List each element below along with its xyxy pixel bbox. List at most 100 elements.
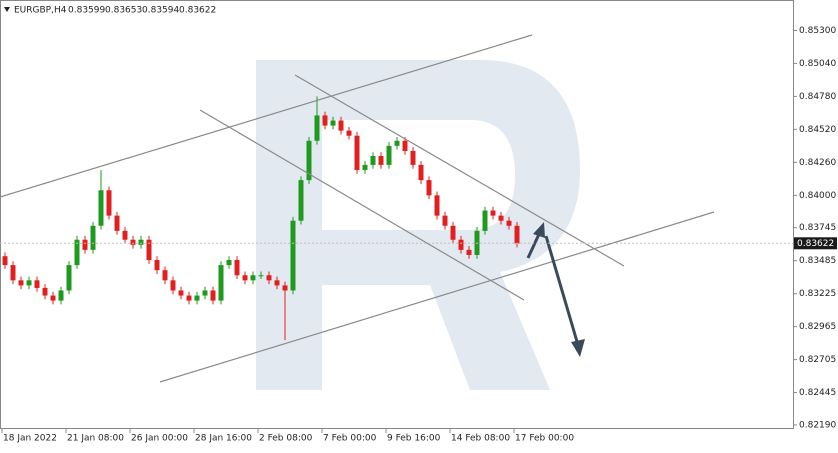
candle-body: [114, 215, 120, 231]
candle-body: [258, 275, 264, 277]
candle-body: [378, 156, 384, 165]
arrowhead: [533, 222, 545, 238]
y-tick-label: 0.82705: [799, 355, 836, 365]
candle-body: [498, 215, 504, 221]
candle-body: [434, 195, 440, 216]
candle-body: [394, 140, 400, 146]
x-tick-label: 26 Jan 00:00: [131, 434, 188, 444]
candle-body: [210, 290, 216, 301]
candle-body: [298, 180, 304, 221]
candle-body: [338, 120, 344, 131]
channel-line: [159, 211, 715, 383]
candle-body: [154, 260, 160, 271]
last-price-box: [794, 237, 837, 250]
candle-body: [386, 145, 392, 165]
x-tick-label: 14 Feb 08:00: [451, 434, 510, 444]
candle-body: [66, 265, 72, 291]
candle-body: [450, 225, 456, 240]
candle-body: [218, 265, 224, 301]
candle-body: [250, 275, 256, 281]
candle-body: [42, 287, 48, 296]
menu-triangle: [4, 7, 10, 12]
candle-body: [2, 256, 8, 266]
candle-body: [130, 239, 136, 245]
candle-body: [314, 115, 320, 141]
candle-body: [162, 270, 168, 281]
y-tick-label: 0.85040: [799, 59, 836, 69]
y-tick-label: 0.82445: [799, 388, 836, 398]
header: EURGBP,H4: [4, 6, 67, 16]
symbol: EURGBP,H4: [14, 6, 67, 16]
candle-body: [186, 295, 192, 301]
y-tick-label: 0.84520: [799, 125, 836, 135]
arrowhead: [571, 339, 585, 357]
y-tick-label: 0.84260: [799, 158, 836, 168]
y-tick-label: 0.85300: [799, 26, 836, 36]
candle-body: [362, 164, 368, 170]
arrow-down: [544, 235, 580, 346]
x-tick-label: 9 Feb 16:00: [387, 434, 441, 444]
candle-body: [82, 239, 88, 250]
plot-frame: [0, 0, 794, 429]
candle-body: [18, 280, 24, 286]
x-tick-label: 18 Jan 2022: [3, 434, 57, 444]
candle-body: [482, 210, 488, 231]
candle-body: [234, 260, 240, 276]
channel-line: [199, 109, 525, 301]
candle-body: [58, 290, 64, 301]
candle-body: [274, 280, 280, 286]
y-tick-label: 0.84780: [799, 92, 836, 102]
candle-body: [50, 295, 56, 301]
candle-body: [306, 140, 312, 181]
candle-body: [74, 239, 80, 266]
y-tick-label: 0.83225: [799, 289, 836, 299]
header-value: 0.83622: [179, 6, 216, 16]
candle-body: [226, 260, 232, 266]
candle-body: [178, 290, 184, 296]
trendlines: [0, 34, 715, 383]
forecast-arrow: [526, 222, 585, 357]
candle-body: [34, 280, 40, 288]
candle-body: [90, 225, 96, 250]
candle-body: [458, 239, 464, 250]
watermark: [256, 60, 580, 390]
arrow-up: [526, 231, 542, 259]
last-price-label: 0.83622: [797, 239, 834, 249]
y-tick-label: 0.83485: [799, 256, 836, 266]
candle-body: [242, 275, 248, 281]
candle-body: [506, 220, 512, 226]
y-tick-label: 0.82190: [799, 420, 836, 430]
candle-body: [426, 180, 432, 196]
candle-body: [26, 280, 32, 286]
x-tick-label: 17 Feb 00:00: [515, 434, 574, 444]
candle-body: [410, 150, 416, 165]
candle-body: [146, 239, 152, 261]
y-tick-label: 0.84000: [799, 191, 836, 201]
candle-body: [106, 190, 112, 216]
x-tick-label: 7 Feb 00:00: [323, 434, 377, 444]
candle-body: [10, 265, 16, 281]
candle-body: [138, 239, 144, 245]
candle-body: [346, 130, 352, 136]
header-value: 0.83599: [68, 6, 105, 16]
channel-line: [0, 34, 533, 198]
candle-body: [490, 210, 496, 216]
candle-body: [122, 230, 128, 240]
channel-line: [294, 74, 625, 267]
candle-body: [330, 120, 336, 126]
x-tick-label: 21 Jan 08:00: [67, 434, 124, 444]
header-value: 0.83653: [105, 6, 142, 16]
candle-body: [202, 290, 208, 296]
candle-body: [514, 225, 520, 244]
candle-body: [194, 295, 200, 301]
candle-body: [370, 156, 376, 165]
candle-body: [466, 249, 472, 255]
y-tick-label: 0.82965: [799, 322, 836, 332]
y-tick-label: 0.83745: [799, 223, 836, 233]
candle-body: [442, 215, 448, 226]
header-value: 0.83594: [142, 6, 179, 16]
candle-body: [170, 280, 176, 291]
x-tick-label: 2 Feb 08:00: [259, 434, 313, 444]
candle-body: [418, 164, 424, 181]
